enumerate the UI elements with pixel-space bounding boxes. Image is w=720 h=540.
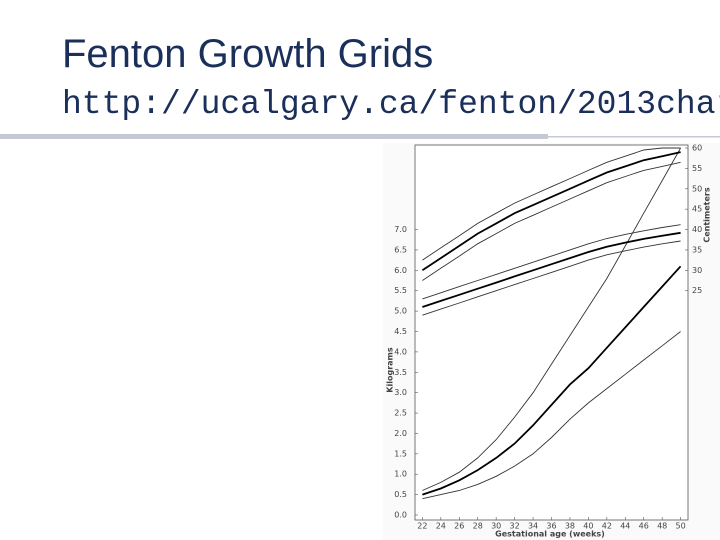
divider-thin (548, 136, 720, 138)
growth-curve (422, 265, 682, 496)
growth-curve (422, 231, 681, 308)
growth-curve (422, 147, 681, 491)
y2-tick-label: 30 (692, 266, 702, 275)
y2-tick-label: 45 (692, 205, 702, 214)
y-tick-label: 3.5 (394, 368, 407, 377)
growth-curve (422, 147, 681, 261)
y-tick-label: 2.5 (394, 409, 407, 418)
x-tick-label: 46 (639, 522, 649, 531)
y-tick-label: 1.5 (394, 449, 407, 458)
y2-axis-title: Centimeters (703, 187, 712, 243)
x-tick-label: 40 (583, 522, 593, 531)
x-tick-label: 38 (565, 522, 575, 531)
y-tick-label: 7.0 (394, 225, 407, 234)
x-tick-label: 22 (417, 522, 427, 531)
y-tick-label: 3.0 (394, 388, 407, 397)
y-tick-label: 0.5 (394, 490, 407, 499)
divider (0, 134, 548, 139)
y-tick-label: 6.5 (394, 245, 407, 254)
growth-curve (422, 161, 681, 281)
y2-tick-label: 35 (692, 245, 702, 254)
slide-title: Fenton Growth Grids (62, 32, 434, 76)
y2-tick-label: 40 (692, 225, 702, 234)
y-tick-label: 5.5 (394, 286, 407, 295)
y2-tick-label: 50 (692, 184, 702, 193)
x-tick-label: 42 (602, 522, 612, 531)
growth-curve (422, 224, 681, 300)
x-tick-label: 48 (657, 522, 667, 531)
growth-curve (422, 240, 681, 316)
y-tick-label: 2.0 (394, 429, 407, 438)
x-axis-title: Gestational age (weeks) (495, 530, 605, 539)
x-tick-label: 26 (454, 522, 464, 531)
y2-tick-label: 55 (692, 164, 702, 173)
x-tick-label: 28 (473, 522, 483, 531)
y-tick-label: 4.0 (394, 347, 407, 356)
x-tick-label: 24 (436, 522, 446, 531)
y-tick-label: 4.5 (394, 327, 407, 336)
x-tick-label: 36 (546, 522, 556, 531)
x-tick-label: 32 (510, 522, 520, 531)
growth-curve (422, 331, 681, 500)
y2-tick-label: 25 (692, 286, 702, 295)
plot-frame (414, 144, 689, 521)
y2-tick-label: 60 (692, 144, 702, 153)
x-tick-label: 34 (528, 522, 538, 531)
y-tick-label: 0.0 (394, 511, 407, 520)
slide-subtitle: http://ucalgary.ca/fenton/2013chart (62, 86, 720, 123)
x-tick-label: 30 (491, 522, 501, 531)
growth-curve (421, 151, 681, 272)
x-tick-label: 50 (676, 522, 686, 531)
x-tick-label: 44 (620, 522, 630, 531)
y-tick-label: 6.0 (394, 266, 407, 275)
y-tick-label: 5.0 (394, 307, 407, 316)
y-tick-label: 1.0 (394, 470, 407, 479)
y-axis-title: Kilograms (386, 347, 395, 393)
